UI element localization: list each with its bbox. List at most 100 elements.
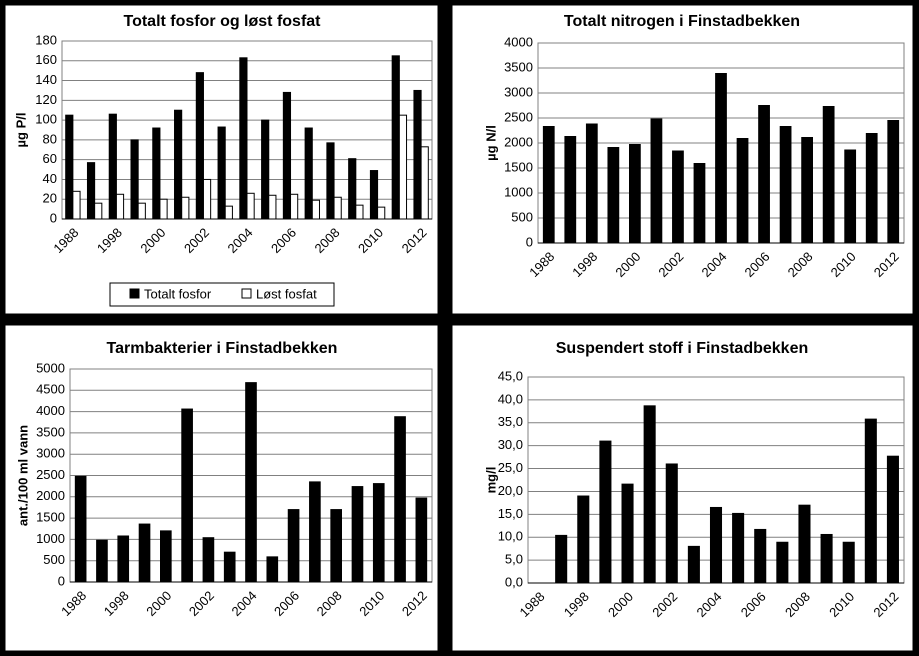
y-tick-label: 35,0 — [498, 414, 523, 429]
y-tick-label: 120 — [35, 92, 57, 107]
bar — [372, 483, 385, 583]
bar — [261, 119, 270, 220]
y-tick-label: 1500 — [504, 159, 533, 174]
y-tick-label: 0 — [50, 210, 57, 225]
bar — [138, 523, 151, 583]
chart-title: Tarmbakterier i Finstadbekken — [107, 340, 338, 357]
y-tick-label: 4500 — [36, 382, 65, 397]
bar — [822, 106, 835, 244]
bar — [266, 556, 279, 583]
bar — [555, 534, 568, 584]
y-tick-label: 500 — [511, 209, 533, 224]
bar — [687, 545, 700, 584]
bar — [643, 405, 656, 584]
y-tick-label: 2000 — [504, 134, 533, 149]
bar — [564, 136, 577, 244]
bar — [820, 533, 833, 584]
bar — [887, 120, 900, 244]
legend-label: Totalt fosfor — [144, 286, 212, 301]
bar — [394, 416, 406, 583]
bar — [715, 73, 727, 244]
y-tick-label: 1000 — [36, 531, 65, 546]
bar — [599, 440, 612, 584]
bar — [72, 190, 81, 220]
bar — [754, 528, 767, 584]
bar — [246, 192, 255, 220]
bar — [245, 382, 257, 583]
bar — [629, 144, 641, 244]
bar — [309, 481, 321, 583]
bar — [290, 193, 299, 220]
bar — [202, 537, 215, 583]
y-tick-label: 3500 — [36, 424, 65, 439]
y-tick-label: 40,0 — [498, 391, 523, 406]
y-tick-label: 20,0 — [498, 483, 523, 498]
y-tick-label: 5000 — [36, 360, 65, 375]
bar — [86, 162, 96, 220]
bar — [413, 89, 422, 220]
bar — [351, 486, 364, 583]
y-tick-label: 2000 — [36, 488, 65, 503]
y-tick-label: 100 — [35, 112, 57, 127]
y-tick-label: 40 — [43, 171, 57, 186]
chart-title: Totalt fosfor og løst fosfat — [123, 13, 321, 30]
chart-title: Totalt nitrogen i Finstadbekken — [564, 13, 800, 30]
y-tick-label: 80 — [43, 131, 57, 146]
bar — [223, 551, 236, 583]
y-tick-label: 0,0 — [505, 574, 523, 589]
bar — [650, 118, 663, 244]
bar — [96, 539, 108, 583]
y-axis-label: µg N/l — [483, 125, 498, 161]
y-axis-label: ant./100 ml vann — [15, 425, 30, 526]
bar — [732, 512, 745, 584]
bar — [693, 163, 706, 244]
bar — [842, 541, 855, 584]
bar — [65, 114, 74, 220]
bar — [159, 198, 168, 220]
bar — [348, 158, 357, 220]
bar — [268, 194, 277, 220]
y-tick-label: 4000 — [36, 403, 65, 418]
bar — [355, 204, 364, 220]
bar — [779, 126, 792, 244]
bar — [217, 126, 226, 220]
bar — [330, 509, 342, 583]
legend-swatch — [129, 288, 140, 299]
bar — [844, 149, 857, 244]
y-tick-label: 4000 — [504, 34, 533, 49]
bar — [160, 530, 172, 583]
bar — [181, 408, 193, 583]
panel — [451, 324, 914, 652]
bar — [542, 126, 555, 244]
bar — [304, 127, 313, 220]
bar — [74, 475, 87, 583]
bar — [117, 535, 130, 583]
bar — [758, 105, 770, 244]
y-tick-label: 10,0 — [498, 529, 523, 544]
bar — [326, 142, 335, 220]
y-tick-label: 1500 — [36, 510, 65, 525]
bar — [420, 146, 429, 220]
bar — [195, 72, 204, 220]
y-tick-label: 1000 — [504, 184, 533, 199]
bar — [621, 483, 634, 584]
bar — [577, 495, 590, 584]
y-tick-label: 2500 — [36, 467, 65, 482]
bar — [108, 113, 117, 220]
bar — [115, 193, 125, 220]
bar — [333, 196, 342, 220]
chart-title: Suspendert stoff i Finstadbekken — [556, 340, 808, 357]
bar — [137, 202, 146, 220]
bar — [801, 137, 813, 244]
bar — [369, 170, 379, 220]
y-tick-label: 45,0 — [498, 368, 523, 383]
bar — [886, 455, 899, 584]
bar — [865, 133, 878, 244]
bar — [377, 206, 386, 220]
y-tick-label: 0 — [526, 234, 533, 249]
bar — [174, 109, 183, 220]
bar — [202, 178, 212, 220]
y-tick-label: 2500 — [504, 109, 533, 124]
legend-swatch — [241, 288, 252, 299]
